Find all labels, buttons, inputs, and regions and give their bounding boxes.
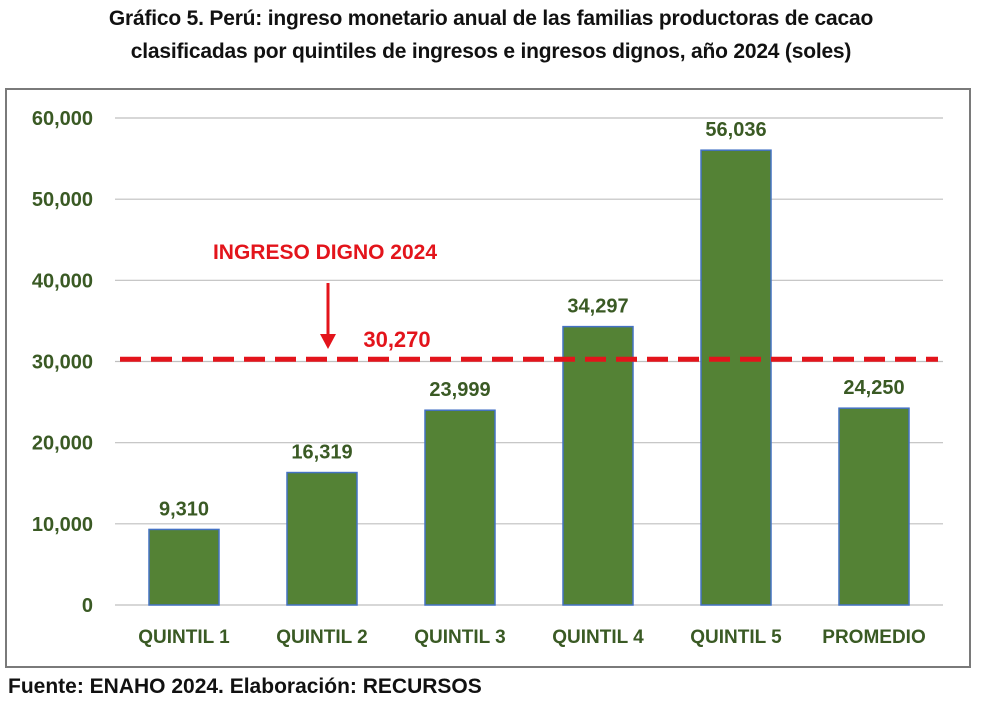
reference-line-label: INGRESO DIGNO 2024 [213, 241, 437, 264]
chart-title: Gráfico 5. Perú: ingreso monetario anual… [0, 2, 982, 68]
x-tick-label: QUINTIL 2 [276, 627, 368, 648]
y-tick-label: 10,000 [32, 514, 93, 536]
y-tick-label: 20,000 [32, 433, 93, 455]
x-tick-label: QUINTIL 3 [414, 627, 506, 648]
y-tick-label: 50,000 [32, 189, 93, 211]
data-labels: 9,310 16,319 23,999 34,297 56,036 24,250 [159, 119, 905, 520]
x-axis-tick-labels: QUINTIL 1 QUINTIL 2 QUINTIL 3 QUINTIL 4 QUIN… [138, 627, 925, 648]
bar [700, 149, 772, 606]
y-tick-label: 60,000 [32, 108, 93, 130]
data-label: 9,310 [159, 498, 209, 520]
reference-line-group: INGRESO DIGNO 2024 30,270 [120, 241, 938, 362]
data-label: 34,297 [567, 296, 628, 318]
reference-line-value: 30,270 [363, 327, 430, 352]
bar [562, 325, 634, 606]
x-tick-label: QUINTIL 5 [690, 627, 782, 648]
bars [148, 149, 910, 606]
bar [838, 407, 910, 606]
y-axis-tick-labels: 0 10,000 20,000 30,000 40,000 50,000 60,000 [32, 108, 93, 617]
x-tick-label: PROMEDIO [822, 627, 925, 648]
x-tick-label: QUINTIL 1 [138, 627, 230, 648]
source-note: Fuente: ENAHO 2024. Elaboración: RECURSO… [8, 675, 482, 698]
bar [286, 471, 358, 606]
arrow-head-icon [320, 334, 336, 349]
data-label: 24,250 [843, 377, 904, 399]
data-label: 23,999 [429, 379, 490, 401]
chart-title-line-1: Gráfico 5. Perú: ingreso monetario anual… [108, 7, 874, 30]
y-tick-label: 40,000 [32, 270, 93, 292]
y-tick-label: 0 [82, 595, 93, 617]
bar [424, 409, 496, 606]
data-label: 56,036 [705, 119, 766, 141]
bar [148, 528, 220, 606]
data-label: 16,319 [291, 442, 352, 464]
chart-title-line-2: clasificadas por quintiles de ingresos e… [130, 40, 852, 63]
y-tick-label: 30,000 [32, 352, 93, 374]
x-tick-label: QUINTIL 4 [552, 627, 644, 648]
